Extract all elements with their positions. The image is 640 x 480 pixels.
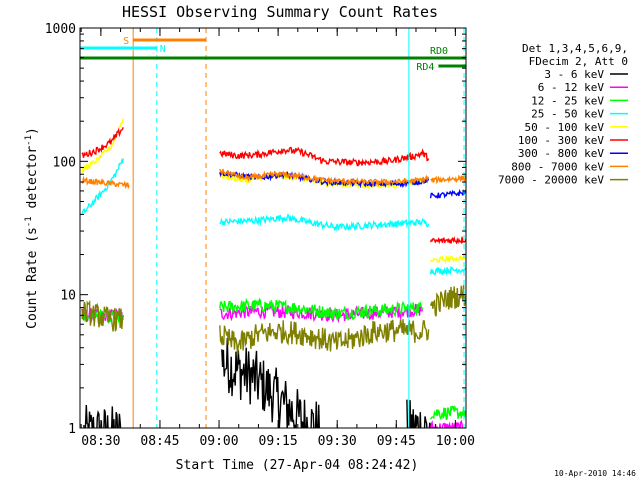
x-tick-label-4: 09:15 — [259, 434, 298, 449]
y-axis-label-end: ) — [25, 127, 40, 135]
series-line-3-segment-3 — [429, 404, 466, 421]
legend-label-3: 12 - 25 keV — [531, 94, 604, 107]
y-axis-label: Count Rate (s-1 detector-1) — [24, 127, 40, 329]
y-tick-label-1: 1 — [68, 422, 76, 437]
series-line-8-segment-3 — [430, 174, 466, 185]
x-tick-label-7: 10:00 — [436, 434, 475, 449]
legend-label-2: 6 - 12 keV — [538, 81, 605, 94]
x-tick-label-1: 08:30 — [81, 434, 120, 449]
series-line-6-segment-3 — [429, 236, 466, 245]
x-tick-label-5: 09:30 — [318, 434, 357, 449]
x-tick-label-2: 08:45 — [140, 434, 179, 449]
legend-label-9: 7000 - 20000 keV — [498, 174, 604, 187]
series-line-6-segment-2 — [219, 146, 430, 167]
series-line-9-segment-2 — [219, 319, 430, 356]
legend-label-5: 50 - 100 keV — [525, 121, 605, 134]
chart-title: HESSI Observing Summary Count Rates — [122, 3, 438, 21]
legend-header-line-1: Det 1,3,4,5,6,9, — [522, 42, 628, 55]
axis-ticks: 1 10 100 1000 08:30 08:45 09:00 09:15 09:30 09:45… — [45, 22, 475, 449]
legend-label-8: 800 - 7000 keV — [511, 160, 604, 173]
y-axis-label-sup2: -1 — [24, 135, 34, 146]
legend-label-1: 3 - 6 keV — [544, 68, 604, 81]
flag-label-5: RD4 — [416, 62, 434, 73]
series-line-4-segment-3 — [429, 266, 466, 276]
x-tick-label-6: 09:45 — [377, 434, 416, 449]
series-line-5-segment-3 — [430, 255, 466, 265]
series-line-9-segment-3 — [429, 285, 466, 317]
series-line-8-segment-2 — [219, 168, 430, 187]
y-tick-label-3: 100 — [53, 155, 76, 170]
y-tick-label-4: 1000 — [45, 22, 76, 37]
flag-label-2: N — [160, 44, 166, 55]
legend-label-6: 100 - 300 keV — [518, 134, 604, 147]
plot-area: S N RD0 RD4 — [80, 28, 466, 428]
legend-header-line-2: FDecim 2, Att 0 — [529, 55, 628, 68]
generation-timestamp: 10-Apr-2010 14:46 — [554, 469, 636, 478]
y-axis-label-main: Count Rate (s — [25, 227, 40, 329]
y-tick-label-2: 10 — [60, 289, 76, 304]
series-line-4-segment-2 — [219, 213, 430, 233]
x-axis-label: Start Time (27-Apr-04 08:24:42) — [176, 458, 419, 473]
legend: Det 1,3,4,5,6,9, FDecim 2, Att 0 3 - 6 k… — [498, 42, 628, 187]
series-line-1-segment-1 — [83, 404, 122, 428]
plot-frame — [79, 27, 467, 429]
series-line-9-segment-1 — [81, 299, 124, 332]
series-line-4-segment-1 — [81, 157, 124, 215]
flag-label-1: S — [123, 36, 129, 47]
series-line-6-segment-1 — [81, 127, 124, 158]
x-tick-label-3: 09:00 — [199, 434, 238, 449]
legend-label-4: 25 - 50 keV — [531, 108, 604, 121]
y-axis-label-sup1: -1 — [24, 216, 34, 227]
series-line-7-segment-2 — [429, 188, 466, 200]
series-line-3-segment-2 — [219, 297, 424, 322]
series-line-8-segment-1 — [81, 175, 130, 190]
flag-label-4: RD0 — [430, 46, 448, 57]
legend-label-7: 300 - 800 keV — [518, 147, 604, 160]
y-axis-label-mid: detector — [25, 146, 40, 217]
series-line-1-segment-3 — [406, 399, 432, 428]
